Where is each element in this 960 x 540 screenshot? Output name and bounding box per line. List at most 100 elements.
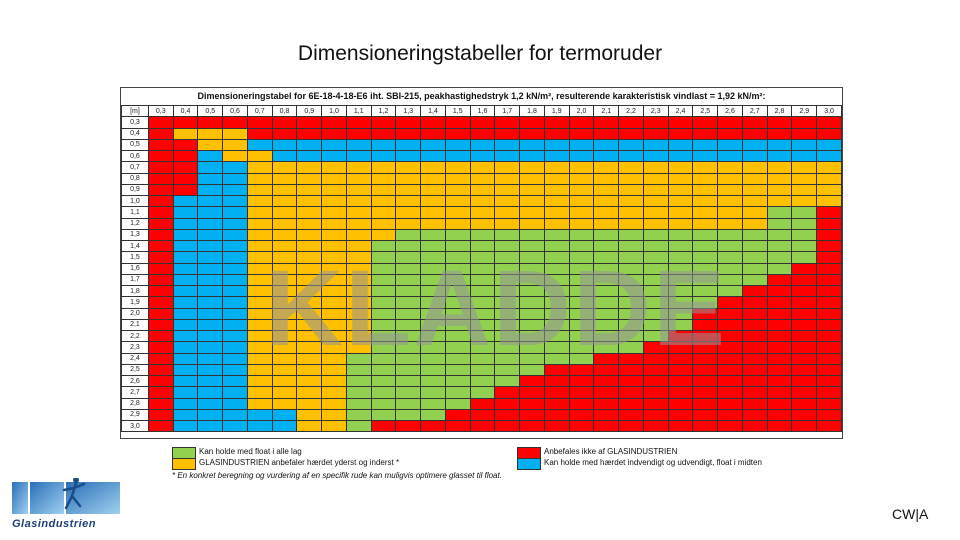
table-cell [791, 217, 818, 230]
table-cell [642, 408, 669, 422]
table-cell [618, 273, 644, 287]
table-cell [717, 374, 743, 388]
table-cell [271, 183, 298, 197]
table-cell [420, 273, 446, 287]
table-cell [321, 239, 347, 253]
table-cell [667, 239, 694, 253]
table-cell [642, 149, 669, 163]
table-cell [692, 374, 719, 388]
table-cell [345, 352, 372, 365]
table-cell [667, 194, 694, 208]
table-cell [618, 149, 644, 163]
column-header: 2,4 [667, 104, 694, 118]
table-cell [345, 228, 372, 242]
table-cell [618, 419, 644, 433]
table-cell [296, 329, 323, 343]
table-cell [543, 386, 570, 399]
table-cell [717, 284, 743, 298]
table-cell [519, 341, 545, 354]
table-cell [197, 183, 224, 197]
table-cell [519, 307, 545, 320]
table-cell [271, 374, 298, 388]
table-cell [766, 217, 793, 230]
table-cell [321, 217, 347, 230]
table-cell [147, 194, 174, 208]
table-cell [618, 262, 644, 275]
table-cell [420, 183, 446, 197]
table-cell [296, 183, 323, 197]
table-cell [494, 352, 521, 365]
table-cell [568, 352, 595, 365]
table-cell [246, 307, 273, 320]
table-cell [296, 341, 323, 354]
table-cell [321, 363, 347, 377]
table-cell [692, 386, 719, 399]
table-cell [494, 374, 521, 388]
table-cell [222, 352, 248, 365]
table-cell [791, 352, 818, 365]
table-cell [345, 386, 372, 399]
table-cell [568, 217, 595, 230]
table-cell [568, 284, 595, 298]
table-cell [246, 341, 273, 354]
table-cell [271, 239, 298, 253]
table-cell [543, 217, 570, 230]
table-cell [197, 408, 224, 422]
table-cell [593, 228, 620, 242]
table-cell [172, 127, 199, 140]
glasindustrien-logo [12, 478, 120, 514]
table-cell [593, 251, 620, 264]
table-cell [147, 296, 174, 309]
table-cell [593, 386, 620, 399]
table-cell [642, 228, 669, 242]
table-cell [568, 363, 595, 377]
column-header: 1,4 [420, 104, 446, 118]
table-cell [717, 329, 743, 343]
table-cell [172, 149, 199, 163]
table-cell [667, 397, 694, 410]
table-cell [370, 172, 397, 185]
table-cell [172, 296, 199, 309]
table-cell [766, 194, 793, 208]
table-cell [370, 329, 397, 343]
table-cell [444, 116, 471, 129]
table-cell [692, 262, 719, 275]
table-cell [197, 284, 224, 298]
table-cell [420, 228, 446, 242]
table-cell [271, 251, 298, 264]
table-cell [370, 217, 397, 230]
table-cell [172, 341, 199, 354]
table-cell [444, 374, 471, 388]
table-cell [741, 341, 768, 354]
table-cell [741, 172, 768, 185]
table-cell [519, 284, 545, 298]
table-cell [667, 251, 694, 264]
table-cell [593, 397, 620, 410]
table-cell [395, 127, 422, 140]
table-cell [741, 352, 768, 365]
table-cell [593, 408, 620, 422]
table-cell [469, 363, 496, 377]
table-cell [791, 138, 818, 152]
table-cell [717, 307, 743, 320]
table-cell [741, 318, 768, 332]
table-cell [345, 149, 372, 163]
table-cell [222, 262, 248, 275]
table-cell [197, 341, 224, 354]
table-cell [816, 408, 842, 422]
table-cell [197, 239, 224, 253]
table-cell [692, 194, 719, 208]
column-header: 2,2 [618, 104, 644, 118]
row-header: 1,3 [121, 228, 149, 242]
table-cell [494, 161, 521, 174]
table-cell [766, 228, 793, 242]
table-cell [816, 329, 842, 343]
table-cell [172, 284, 199, 298]
table-cell [345, 284, 372, 298]
table-cell [420, 363, 446, 377]
table-cell [816, 116, 842, 129]
table-cell [321, 127, 347, 140]
table-cell [420, 262, 446, 275]
table-cell [816, 228, 842, 242]
row-header: 2,8 [121, 397, 149, 410]
